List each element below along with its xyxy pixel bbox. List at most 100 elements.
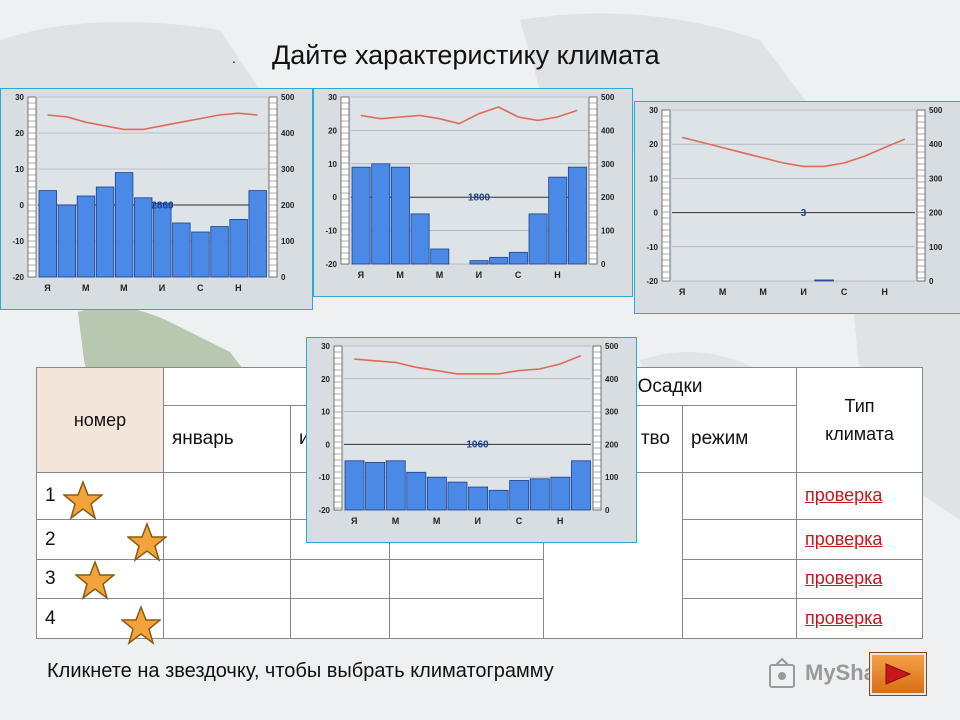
precip-bar [814, 279, 834, 282]
right-tick-label: 100 [281, 237, 295, 246]
climatogram-panel-1[interactable]: 30 20 10 0 -10 -20 500 400 300 200 100 0 2860 Я М М И С Н [0, 88, 313, 310]
right-tick-label: 300 [601, 160, 615, 169]
right-tick-label: 500 [601, 93, 615, 102]
myshared-logo [769, 657, 795, 688]
left-tick-label: -10 [12, 237, 24, 246]
precip-bar [95, 186, 115, 278]
star-icon-3[interactable] [75, 560, 115, 600]
cell-precip-regime[interactable] [681, 519, 798, 560]
precip-bar [528, 213, 548, 265]
left-tick-label: 0 [654, 209, 659, 218]
check-link[interactable]: проверка [805, 568, 883, 588]
footer-instruction: Кликнете на звездочку, чтобы выбрать кли… [47, 660, 554, 682]
precip-total-label: 1800 [468, 193, 491, 204]
precip-bar [529, 478, 550, 511]
right-tick-label: 300 [929, 174, 943, 183]
precip-bar [571, 460, 591, 511]
next-button[interactable] [869, 652, 927, 696]
right-scale-strip [588, 96, 598, 265]
precip-bar [191, 231, 210, 278]
cell-january[interactable] [163, 559, 291, 599]
left-scale-strip [661, 109, 671, 282]
precip-bar [406, 471, 427, 511]
precip-bar [248, 190, 267, 278]
right-tick-label: 400 [605, 375, 619, 384]
x-tick-label: И [476, 270, 482, 280]
left-tick-label: 10 [328, 160, 337, 169]
play-arrow-icon [885, 663, 912, 685]
check-link[interactable]: проверка [805, 528, 883, 549]
cell-july[interactable] [290, 559, 390, 599]
right-tick-label: 400 [601, 126, 615, 135]
left-tick-label: -10 [646, 243, 658, 252]
star-icon-1[interactable] [63, 480, 103, 520]
cell-amplitude[interactable] [389, 559, 544, 599]
cell-july[interactable] [290, 598, 390, 639]
precip-bar [38, 190, 57, 278]
precip-bar [371, 163, 391, 265]
star-icon-4[interactable] [121, 605, 161, 645]
subheader-regime: режим [681, 405, 798, 473]
right-tick-label: 400 [281, 129, 295, 138]
precip-bar [344, 460, 365, 511]
cell-precip-regime[interactable] [681, 598, 798, 639]
left-tick-label: 10 [15, 165, 24, 174]
cell-amplitude[interactable] [389, 598, 544, 639]
left-tick-label: 20 [321, 375, 330, 384]
precip-bar [365, 462, 386, 511]
precip-bar [489, 256, 509, 265]
header-climate-type: Тип климата [796, 367, 924, 473]
star-icon-2[interactable] [127, 522, 167, 562]
cell-precip-regime[interactable] [681, 472, 798, 520]
left-tick-label: -20 [646, 277, 658, 286]
left-tick-label: 30 [321, 342, 330, 351]
x-tick-label: С [515, 270, 522, 280]
x-tick-label: С [197, 283, 204, 293]
climatogram-panel-2[interactable]: 30 20 10 0 -10 -20 500 400 300 200 100 0 1800 Я М М И С Н [313, 88, 633, 297]
x-tick-label: Н [557, 516, 564, 526]
right-tick-label: 300 [605, 408, 619, 417]
precip-bar [351, 166, 371, 265]
x-tick-label: Я [358, 270, 364, 280]
precip-bar [172, 222, 191, 278]
precip-total-label: 2860 [151, 201, 174, 212]
left-tick-label: 20 [15, 129, 24, 138]
x-tick-label: Н [881, 287, 888, 297]
temperature-line [681, 136, 906, 168]
check-link[interactable]: проверка [805, 485, 883, 505]
cell-january[interactable] [163, 598, 291, 639]
precip-bar [469, 260, 489, 265]
right-tick-label: 400 [929, 140, 943, 149]
climatogram-panel-3[interactable]: 30 20 10 0 -10 -20 500 400 300 200 100 0 3 Я М М И С Н [634, 101, 960, 314]
x-tick-label: Н [554, 270, 561, 280]
right-tick-label: 500 [281, 93, 295, 102]
precip-bar [550, 476, 571, 511]
left-tick-label: 0 [326, 440, 331, 449]
x-tick-label: М [759, 287, 767, 297]
precip-total-label: 3 [801, 208, 807, 219]
climatogram-panel-4[interactable]: 30 20 10 0 -10 -20 500 400 300 200 100 0 1060 Я М М И С Н [306, 337, 637, 543]
cell-january[interactable] [163, 519, 291, 560]
right-tick-label: 200 [281, 201, 295, 210]
x-tick-label: М [396, 270, 404, 280]
precip-bar [134, 197, 153, 278]
x-tick-label: Я [351, 516, 357, 526]
right-tick-label: 100 [605, 473, 619, 482]
cell-january[interactable] [163, 472, 291, 520]
right-tick-label: 100 [929, 243, 943, 252]
plot-area [672, 110, 915, 281]
left-tick-label: 10 [649, 174, 658, 183]
title-bullet: . [232, 50, 236, 66]
x-tick-label: М [82, 283, 90, 293]
plot-area [351, 97, 587, 264]
left-tick-label: 0 [333, 193, 338, 202]
left-scale-strip [333, 345, 343, 511]
precip-bar [153, 202, 172, 278]
precip-bar [229, 218, 248, 278]
right-scale-strip [592, 345, 602, 511]
cell-precip-regime[interactable] [681, 559, 798, 599]
precip-bar [114, 172, 134, 278]
left-tick-label: 0 [20, 201, 25, 210]
check-link[interactable]: проверка [805, 607, 883, 628]
